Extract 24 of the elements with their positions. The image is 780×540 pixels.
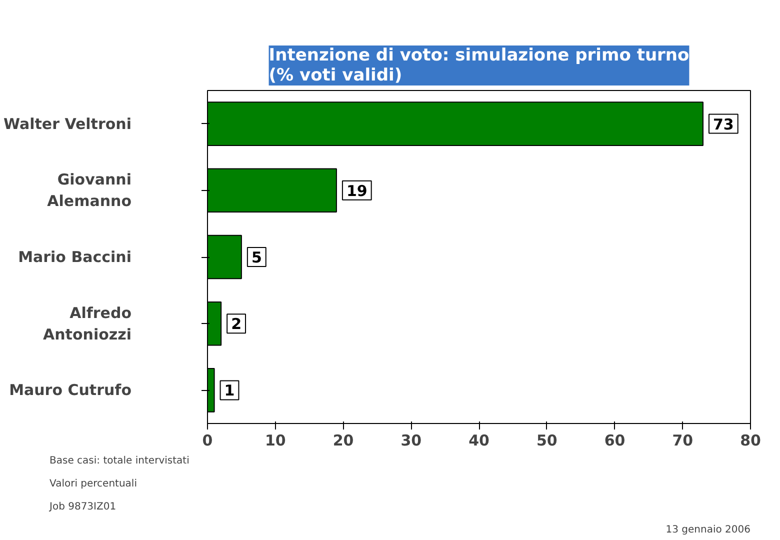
data-label: 1	[224, 382, 235, 400]
chart-title: Intenzione di voto: simulazione primo turno (% voti validi)	[268, 46, 690, 86]
x-tick-label: 40	[468, 432, 490, 450]
x-tick-label: 0	[202, 432, 213, 450]
y-tick-label: Giovanni Alemanno	[47, 170, 132, 210]
data-label: 5	[251, 248, 262, 266]
text: Valori percentuali	[50, 478, 137, 490]
text: Job 9873IZ01	[48, 502, 116, 512]
data-label: 19	[346, 182, 368, 200]
x-tick-label: 30	[400, 432, 422, 450]
y-tick-label: Mario Baccini	[18, 248, 132, 266]
x-tick-label: 60	[604, 432, 626, 450]
y-tick-label: Alfredo Antoniozzi	[43, 304, 132, 344]
text: Base casi: totale intervistati	[50, 456, 190, 466]
x-tick-label: 50	[536, 432, 558, 450]
x-tick-label: 10	[264, 432, 286, 450]
data-label: 73	[712, 115, 734, 134]
text: 13 gennaio 2006	[666, 524, 751, 536]
y-tick-label: Walter Veltroni	[3, 114, 132, 133]
y-tick-label: Mauro Cutrufo	[9, 381, 132, 400]
data-label: 2	[231, 315, 242, 334]
x-tick-label: 80	[740, 432, 761, 450]
x-tick-label: 70	[672, 432, 694, 450]
x-tick-label: 20	[332, 432, 354, 450]
